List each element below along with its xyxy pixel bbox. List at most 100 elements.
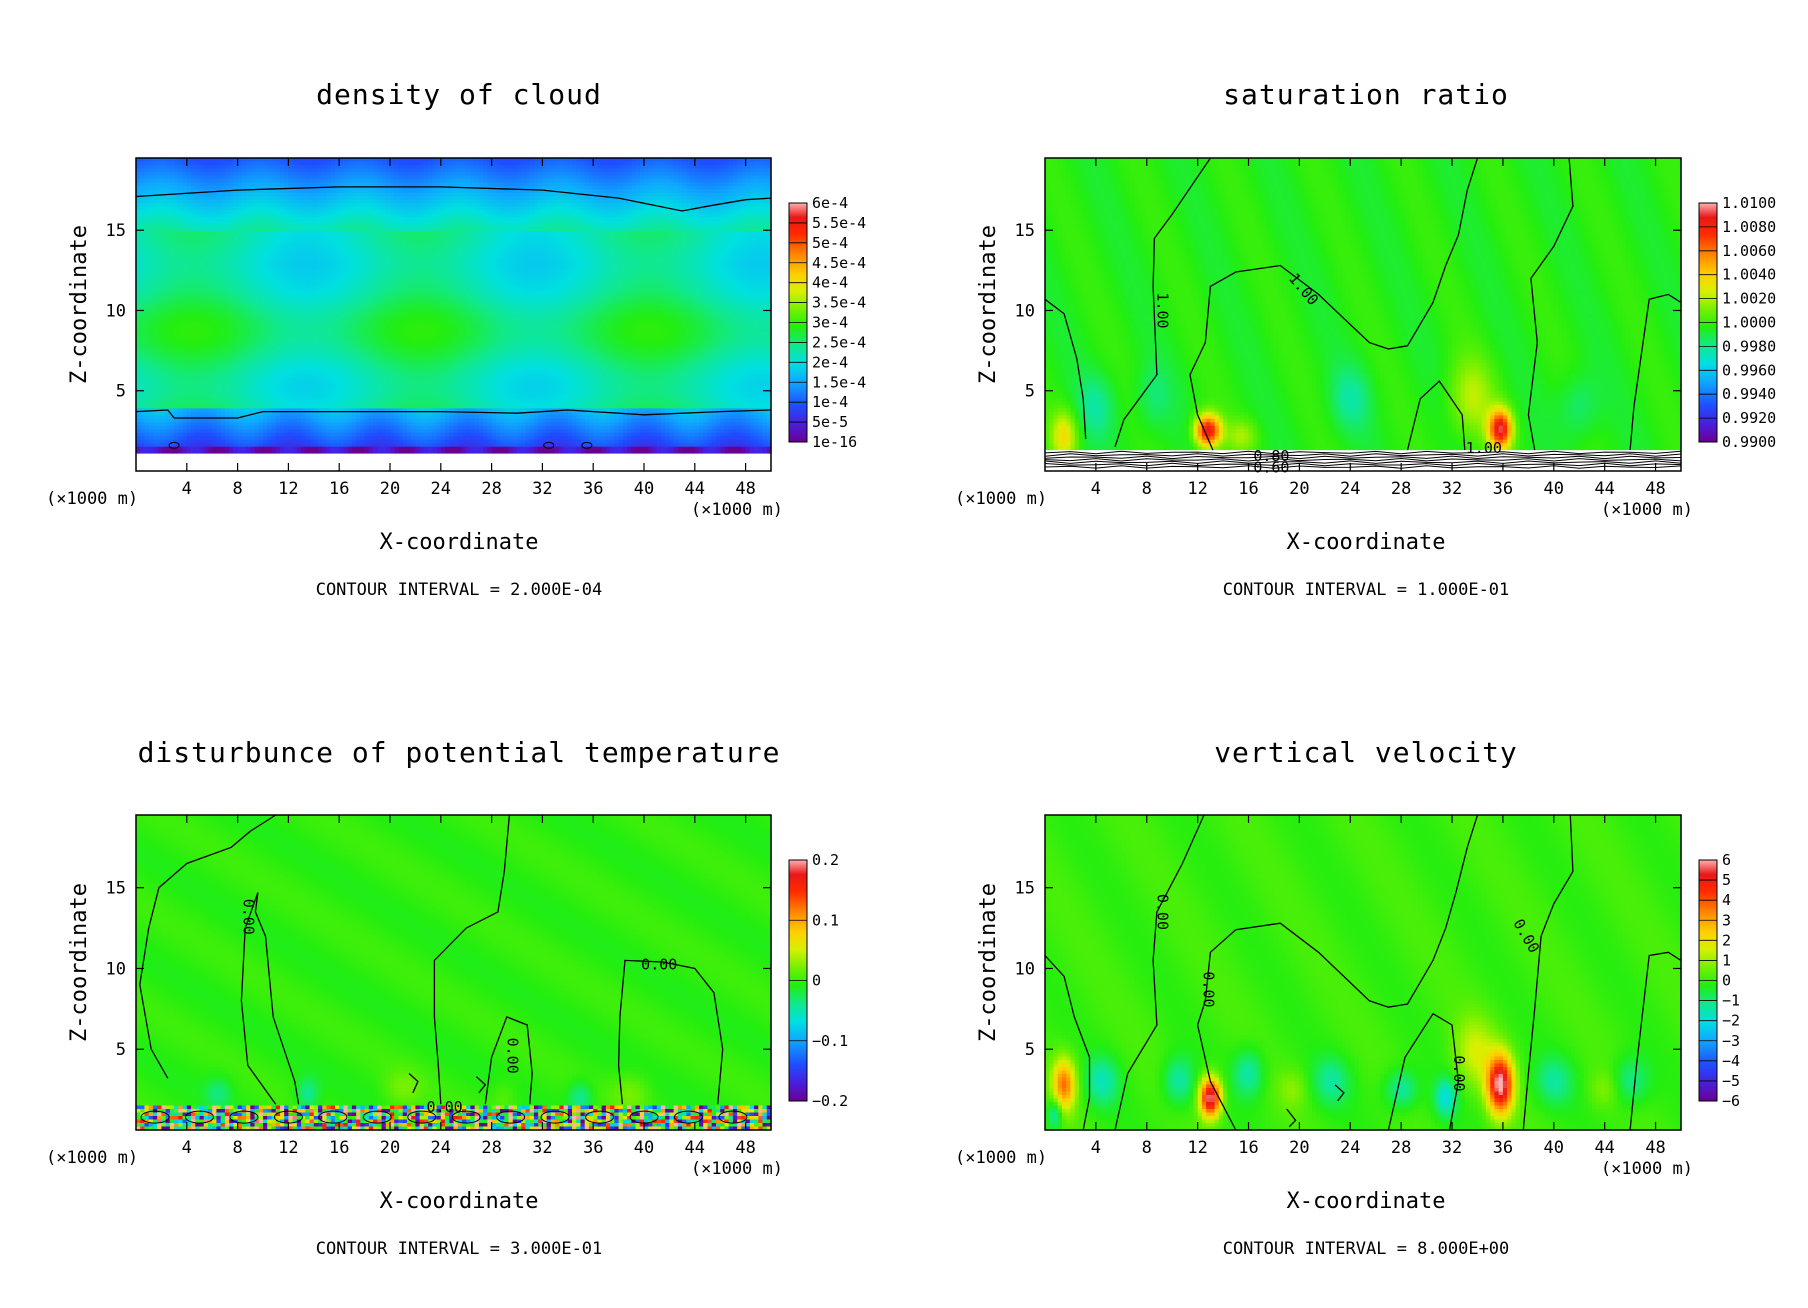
heatmap-cell [581,165,586,169]
heatmap-cell [335,175,340,179]
heatmap-cell [661,161,666,165]
heatmap-cell [610,165,615,169]
heatmap-cell [597,165,602,169]
heatmap-cell [648,175,653,179]
heatmap-cell [343,179,348,183]
heatmap-cell [733,182,738,186]
heatmap-cell [221,161,226,165]
heatmap-cell [170,179,175,183]
heatmap-cell [216,161,221,165]
heatmap-cell [593,182,598,186]
heatmap-cell [161,179,166,183]
heatmap-cell [606,179,611,183]
heatmap-cell [564,168,569,172]
heatmap-cell [737,182,742,186]
heatmap-cell [280,161,285,165]
heatmap-cell [280,172,285,176]
heatmap-cell [686,168,691,172]
heatmap-cell [720,172,725,176]
heatmap-cell [559,172,564,176]
heatmap-cell [259,172,264,176]
heatmap-cell [729,161,734,165]
heatmap-cell [183,186,188,190]
heatmap-cell [454,175,459,179]
heatmap-cell [166,179,171,183]
heatmap-cell [420,165,425,169]
heatmap-cell [475,179,480,183]
heatmap-cell [585,182,590,186]
heatmap-cell [348,168,353,172]
heatmap-cell [525,161,530,165]
heatmap-cell [699,161,704,165]
heatmap-cell [678,168,683,172]
heatmap-cell [238,165,243,169]
heatmap-cell [259,161,264,165]
heatmap-cell [356,168,361,172]
heatmap-cell [170,165,175,169]
heatmap-cell [483,172,488,176]
heatmap-cell [276,179,281,183]
heatmap-cell [339,175,344,179]
heatmap-cell [187,168,192,172]
heatmap-cell [585,186,590,190]
heatmap-cell [212,161,217,165]
heatmap-cell [280,179,285,183]
heatmap-cell [229,186,234,190]
heatmap-cell [343,175,348,179]
heatmap-cell [238,172,243,176]
heatmap-cell [365,179,370,183]
heatmap-cell [293,182,298,186]
heatmap-cell [496,179,501,183]
heatmap-cell [250,165,255,169]
heatmap-cell [377,161,382,165]
heatmap-cell [724,179,729,183]
heatmap-cell [153,161,158,165]
heatmap-cell [149,182,154,186]
heatmap-cell [454,182,459,186]
heatmap-cell [627,175,632,179]
heatmap-cell [445,175,450,179]
heatmap-cell [652,186,657,190]
heatmap-cell [233,182,238,186]
heatmap-cell [437,175,442,179]
heatmap-cell [648,179,653,183]
heatmap [136,158,772,472]
heatmap-cell [458,182,463,186]
heatmap-cell [348,165,353,169]
heatmap-cell [195,179,200,183]
heatmap-cell [589,179,594,183]
heatmap-cell [166,186,171,190]
heatmap-cell [153,186,158,190]
heatmap-cell [403,168,408,172]
heatmap-cell [398,175,403,179]
heatmap-cell [360,161,365,165]
heatmap-cell [703,179,708,183]
heatmap-cell [652,175,657,179]
heatmap-cell [559,168,564,172]
heatmap-cell [568,179,573,183]
heatmap-cell [661,175,666,179]
heatmap-cell [301,161,306,165]
heatmap-cell [466,182,471,186]
heatmap-cell [665,168,670,172]
heatmap-cell [597,175,602,179]
heatmap-cell [288,161,293,165]
heatmap-cell [729,179,734,183]
heatmap-cell [547,168,552,172]
heatmap-cell [187,161,192,165]
heatmap-cell [153,172,158,176]
heatmap-cell [758,165,763,169]
heatmap-cell [458,161,463,165]
heatmap-cell [174,182,179,186]
heatmap-cell [623,182,628,186]
heatmap-cell [640,172,645,176]
heatmap-cell [449,182,454,186]
heatmap-cell [551,161,556,165]
heatmap-cell [420,172,425,176]
heatmap-cell [373,175,378,179]
heatmap-cell [572,172,577,176]
heatmap-cell [394,161,399,165]
heatmap-cell [238,161,243,165]
heatmap-cell [216,175,221,179]
heatmap-cell [568,186,573,190]
